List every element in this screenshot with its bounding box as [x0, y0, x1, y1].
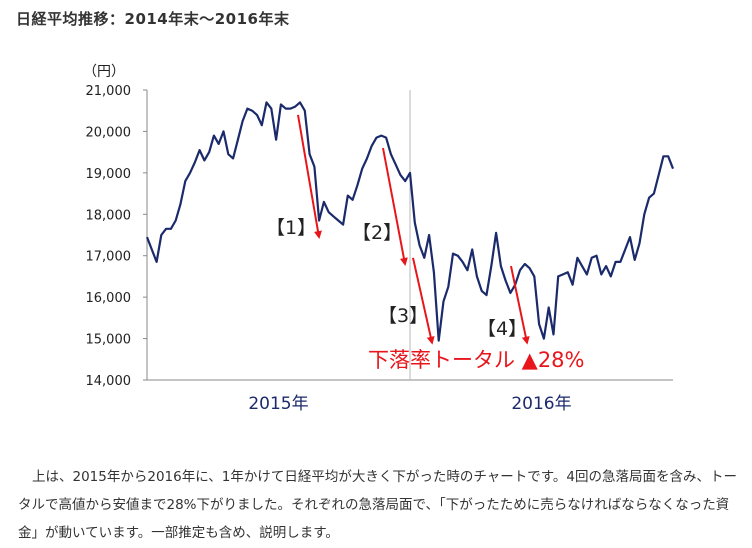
- decline-arrow: [510, 265, 530, 345]
- y-axis-unit-label: （円）: [83, 64, 125, 80]
- decline-label: 【2】: [352, 222, 402, 244]
- decline-arrow: [412, 257, 435, 345]
- nikkei-line-chart: （円） 14,000 15,000 16,000 17,000 18,000 19,000…: [83, 64, 675, 414]
- decline-label: 【1】: [266, 217, 316, 239]
- x-tick-label: 2015年: [248, 394, 308, 414]
- decline-arrow: [297, 114, 322, 240]
- nikkei-series-line: [145, 101, 675, 342]
- decline-label: 【4】: [477, 318, 527, 340]
- y-tick-label: 19,000: [86, 167, 132, 182]
- chart-annotations: 【1】 【2】【3】【4】: [266, 114, 530, 345]
- page-title: 日経平均推移：2014年末〜2016年末: [16, 10, 290, 28]
- y-tick-label: 15,000: [86, 333, 132, 348]
- x-tick-label: 2016年: [511, 394, 571, 414]
- y-tick-label: 16,000: [86, 291, 132, 306]
- decline-arrow: [382, 147, 408, 266]
- chart-caption: 上は、2015年から2016年に、1年かけて日経平均が大きく下がった時のチャート…: [18, 469, 737, 541]
- y-axis-ticks: 14,000 15,000 16,000 17,000 18,000 19,000 20,0…: [86, 84, 147, 389]
- chart-axes: [146, 90, 673, 381]
- chart-series: [145, 101, 675, 342]
- y-tick-label: 18,000: [86, 208, 132, 223]
- y-tick-label: 17,000: [86, 250, 132, 265]
- y-tick-label: 20,000: [86, 125, 132, 140]
- y-tick-label: 21,000: [86, 84, 132, 99]
- total-decline-label: 下落率トータル ▲28%: [368, 348, 585, 372]
- decline-label: 【3】: [378, 305, 428, 327]
- x-axis-ticks: 2015年 2016年: [248, 394, 571, 414]
- y-tick-label: 14,000: [86, 374, 132, 389]
